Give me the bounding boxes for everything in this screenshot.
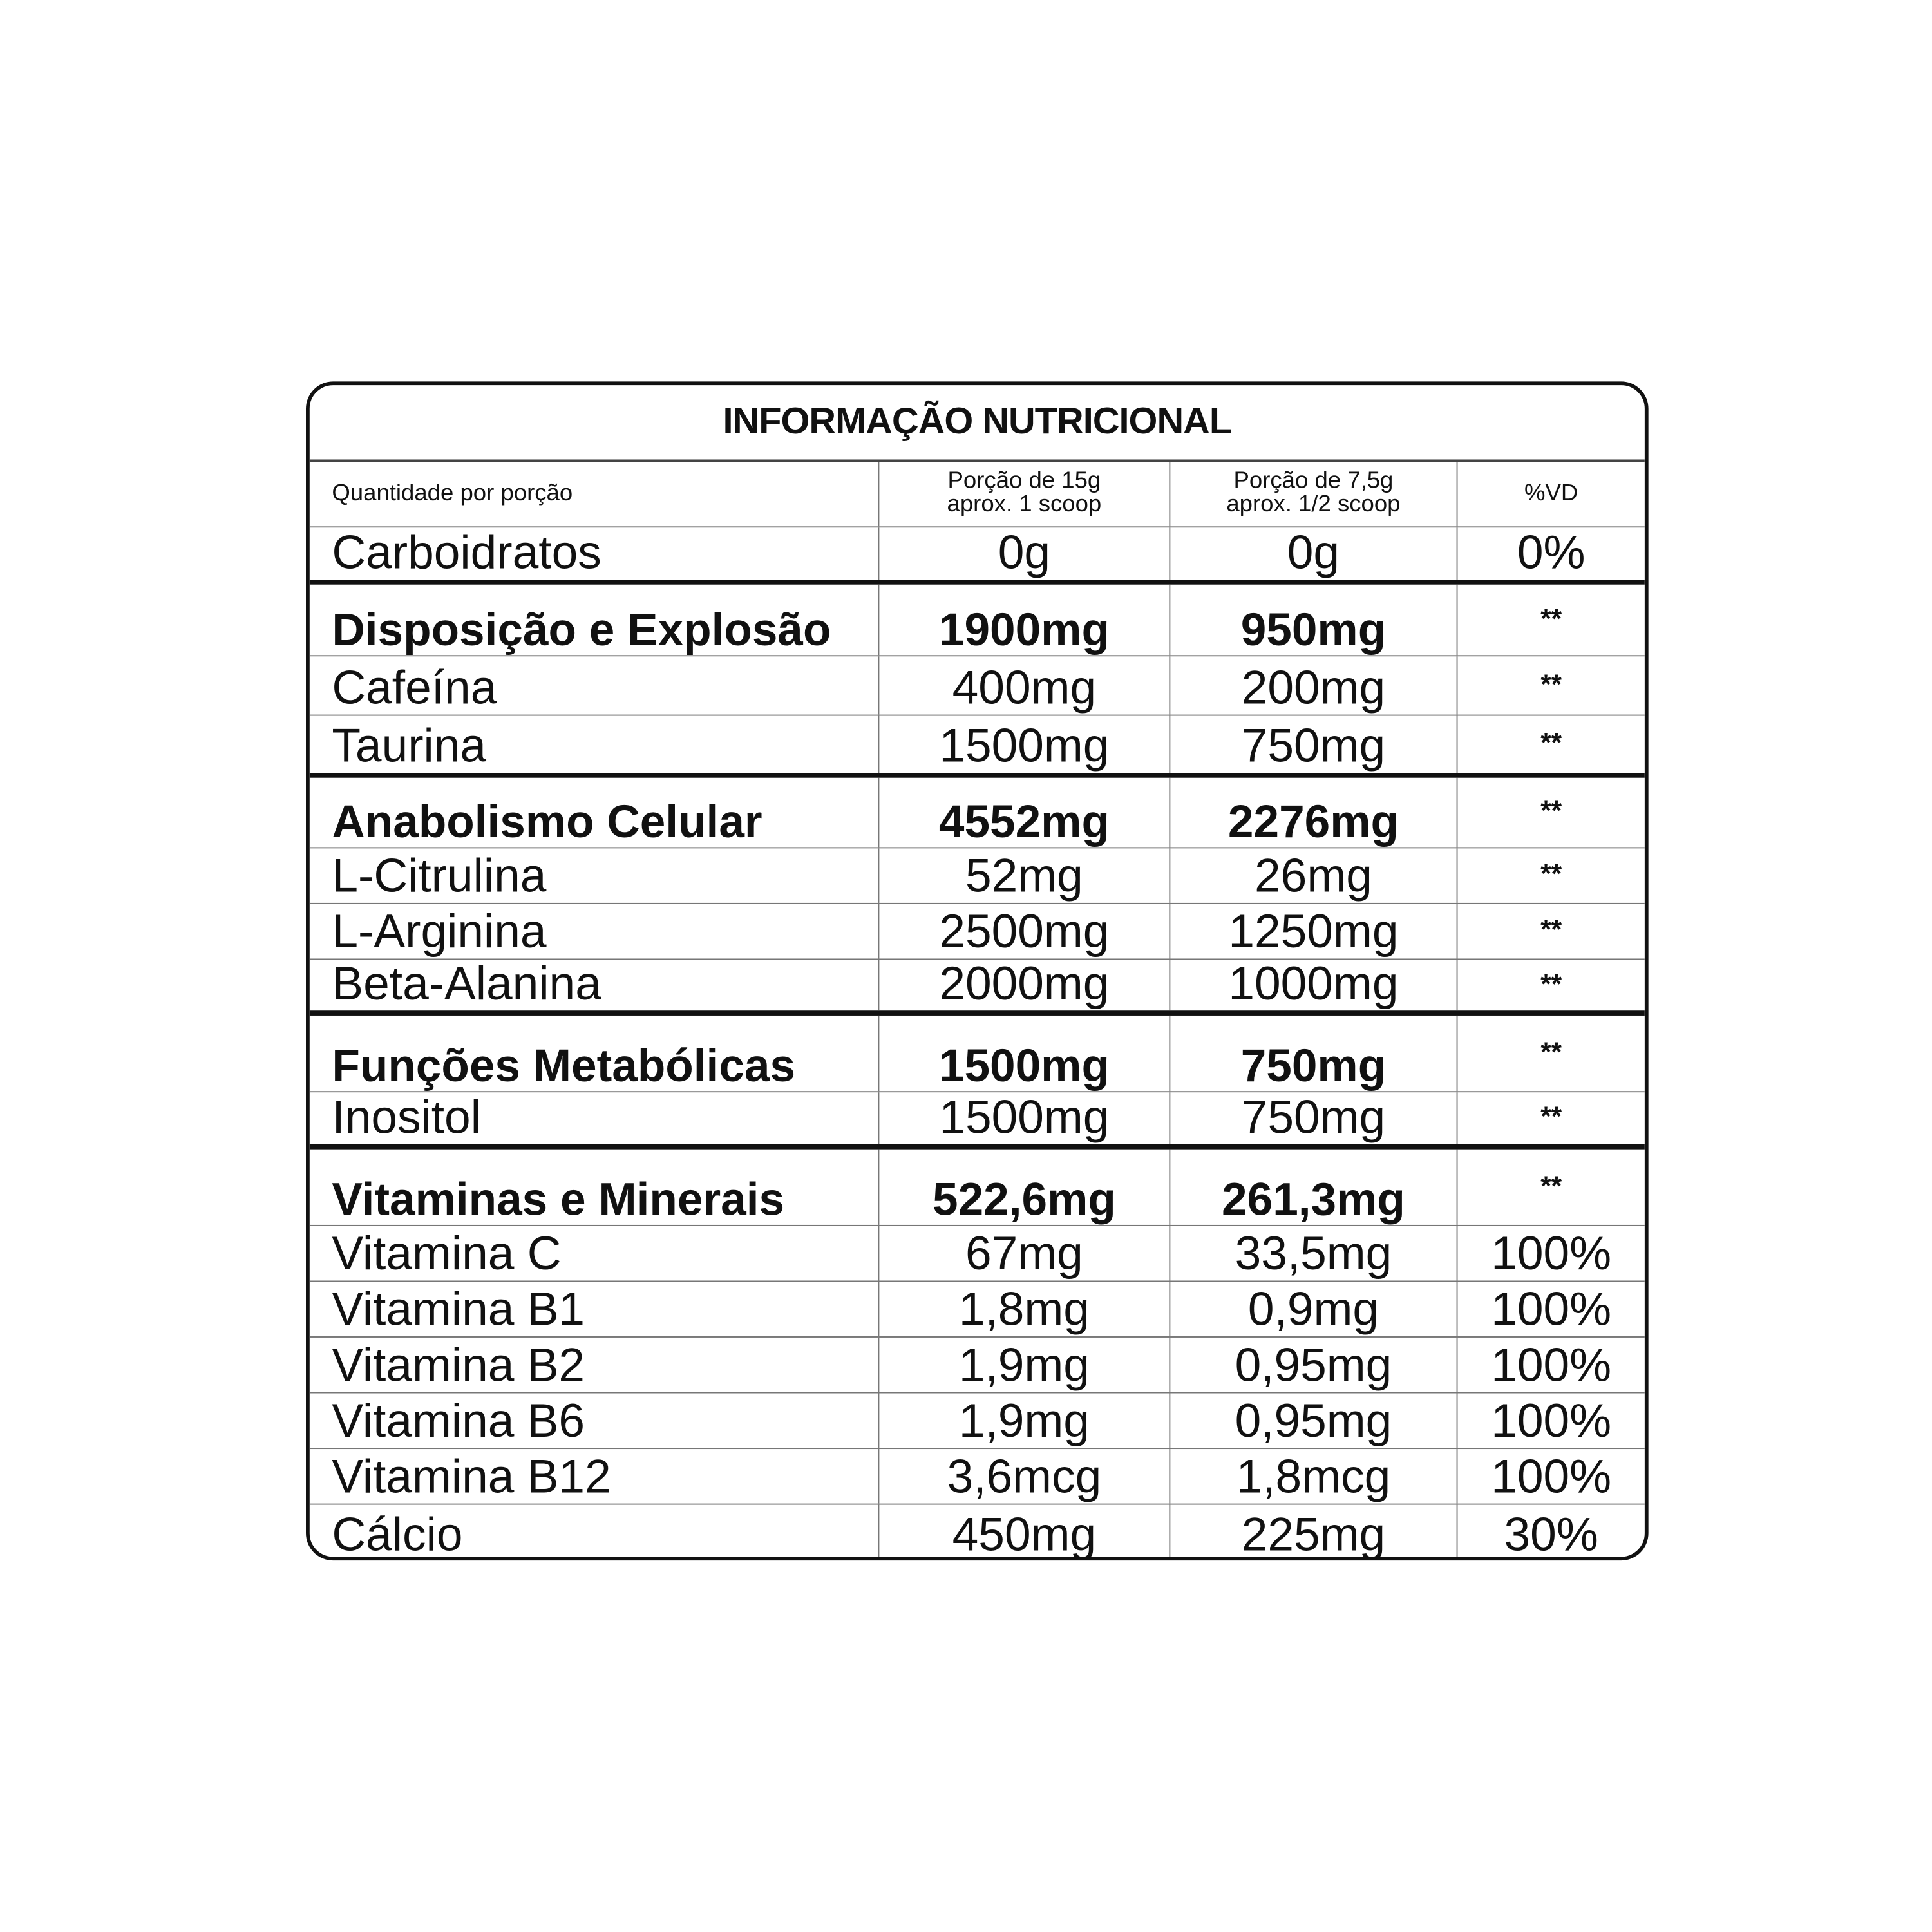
value-15g: 450mg <box>879 1504 1171 1557</box>
nutrient-name: Anabolismo Celular <box>310 777 880 848</box>
table-row: Cafeína 400mg 200mg ** <box>309 656 1645 716</box>
value-7-5g: 1000mg <box>1170 960 1458 1011</box>
value-15g: 2500mg <box>879 904 1171 959</box>
table-row: Cálcio 450mg 225mg 30% <box>310 1504 1645 1561</box>
value-15g: 4552mg <box>879 777 1171 848</box>
nutrient-name: Taurina <box>310 715 880 773</box>
daily-value: 100% <box>1491 1228 1612 1281</box>
table-row: Funções Metabólicas 1500mg 750mg ** <box>309 1015 1645 1093</box>
value-7-5g: 33,5mg <box>1170 1226 1458 1281</box>
value-7-5g: 0,95mg <box>1170 1337 1458 1392</box>
value-7-5g: 26mg <box>1170 848 1458 903</box>
daily-value: 30% <box>1504 1510 1598 1561</box>
table-row: Vitamina C 67mg 33,5mg 100% <box>309 1226 1645 1282</box>
value-7-5g: 261,3mg <box>1170 1149 1458 1225</box>
table-row: Vitaminas e Minerais 522,6mg 261,3mg ** <box>309 1149 1645 1226</box>
table-row: Inositol 1500mg 750mg ** <box>309 1092 1645 1150</box>
table-row: Vitamina B12 3,6mcg 1,8mcg 100% <box>309 1449 1645 1505</box>
nutrient-name: Vitamina B6 <box>310 1393 880 1448</box>
daily-value: ** <box>1540 1170 1562 1201</box>
value-15g: 1500mg <box>879 715 1171 773</box>
value-15g: 2000mg <box>879 960 1171 1011</box>
value-15g: 52mg <box>879 848 1171 903</box>
table-row: Anabolismo Celular 4552mg 2276mg ** <box>309 777 1645 849</box>
value-7-5g: 0g <box>1170 527 1458 580</box>
header-vd: %VD <box>1524 480 1578 506</box>
value-15g: 1,8mg <box>879 1282 1171 1337</box>
daily-value: ** <box>1540 795 1562 826</box>
value-15g: 0g <box>879 527 1171 580</box>
value-7-5g: 750mg <box>1170 1015 1458 1092</box>
daily-value: ** <box>1540 967 1562 999</box>
header-label: Quantidade por porção <box>310 462 880 527</box>
daily-value: 100% <box>1491 1396 1612 1448</box>
header-col3: %VD <box>1457 462 1644 526</box>
daily-value: ** <box>1540 1036 1562 1067</box>
nutrition-table: INFORMAÇÃO NUTRICIONAL Quantidade por po… <box>306 381 1649 1561</box>
value-7-5g: 0,95mg <box>1170 1393 1458 1448</box>
value-7-5g: 750mg <box>1170 715 1458 773</box>
daily-value: 100% <box>1491 1451 1612 1504</box>
daily-value: ** <box>1540 914 1562 945</box>
header-col2-line2: aprox. 1/2 scoop <box>1226 491 1401 518</box>
nutrient-name: Disposição e Explosão <box>310 584 880 656</box>
table-row: Vitamina B6 1,9mg 0,95mg 100% <box>309 1393 1645 1450</box>
value-7-5g: 2276mg <box>1170 777 1458 848</box>
nutrient-name: Inositol <box>310 1092 880 1144</box>
daily-value: 100% <box>1491 1340 1612 1392</box>
value-15g: 3,6mcg <box>879 1449 1171 1504</box>
nutrient-name: L-Arginina <box>310 904 880 959</box>
table-row: Vitamina B2 1,9mg 0,95mg 100% <box>309 1337 1645 1394</box>
value-7-5g: 225mg <box>1170 1504 1458 1557</box>
value-7-5g: 0,9mg <box>1170 1282 1458 1337</box>
daily-value: 100% <box>1491 1284 1612 1337</box>
table-row: Carboidratos 0g 0g 0% <box>309 527 1645 585</box>
nutrient-name: Cafeína <box>310 656 880 715</box>
table-row: Disposição e Explosão 1900mg 950mg ** <box>309 584 1645 657</box>
table-row: Taurina 1500mg 750mg ** <box>309 715 1645 778</box>
table-row: Beta-Alanina 2000mg 1000mg ** <box>309 960 1645 1016</box>
daily-value: ** <box>1540 1101 1562 1132</box>
table-title: INFORMAÇÃO NUTRICIONAL <box>309 385 1645 462</box>
value-7-5g: 200mg <box>1170 656 1458 715</box>
nutrient-name: Funções Metabólicas <box>310 1015 880 1092</box>
header-col2-line1: Porção de 7,5g <box>1233 468 1394 495</box>
daily-value: ** <box>1540 602 1562 634</box>
daily-value: ** <box>1540 726 1562 758</box>
header-col1: Porção de 15g aprox. 1 scoop <box>879 462 1171 527</box>
value-15g: 1500mg <box>879 1092 1171 1144</box>
nutrient-name: Vitamina B12 <box>310 1449 880 1504</box>
value-15g: 522,6mg <box>879 1149 1171 1225</box>
value-15g: 1900mg <box>879 584 1171 656</box>
nutrient-name: Vitamina B2 <box>310 1337 880 1392</box>
nutrient-name: Vitaminas e Minerais <box>310 1149 880 1225</box>
daily-value: 0% <box>1517 527 1586 580</box>
value-15g: 400mg <box>879 656 1171 715</box>
header-col1-line1: Porção de 15g <box>947 468 1101 495</box>
nutrient-name: Carboidratos <box>310 527 880 580</box>
header-row: Quantidade por porção Porção de 15g aprox… <box>309 462 1645 528</box>
value-7-5g: 950mg <box>1170 584 1458 656</box>
table-row: L-Arginina 2500mg 1250mg ** <box>309 904 1645 960</box>
nutrient-name: Vitamina B1 <box>310 1282 880 1337</box>
nutrient-name: Beta-Alanina <box>310 960 880 1011</box>
table-row: L-Citrulina 52mg 26mg ** <box>309 848 1645 904</box>
value-7-5g: 750mg <box>1170 1092 1458 1144</box>
value-7-5g: 1250mg <box>1170 904 1458 959</box>
value-15g: 1500mg <box>879 1015 1171 1092</box>
table-row: Vitamina B1 1,8mg 0,9mg 100% <box>309 1282 1645 1338</box>
value-15g: 1,9mg <box>879 1337 1171 1392</box>
daily-value: ** <box>1540 668 1562 699</box>
value-15g: 67mg <box>879 1226 1171 1281</box>
nutrient-name: L-Citrulina <box>310 848 880 903</box>
value-15g: 1,9mg <box>879 1393 1171 1448</box>
table-body: Carboidratos 0g 0g 0% Disposição e Explosão 1… <box>309 527 1645 1561</box>
nutrient-name: Cálcio <box>310 1504 880 1557</box>
nutrient-name: Vitamina C <box>310 1226 880 1281</box>
header-col2: Porção de 7,5g aprox. 1/2 scoop <box>1170 462 1458 527</box>
daily-value: ** <box>1540 858 1562 889</box>
header-label-text: Quantidade por porção <box>332 480 573 506</box>
value-7-5g: 1,8mcg <box>1170 1449 1458 1504</box>
header-col1-line2: aprox. 1 scoop <box>947 491 1102 518</box>
